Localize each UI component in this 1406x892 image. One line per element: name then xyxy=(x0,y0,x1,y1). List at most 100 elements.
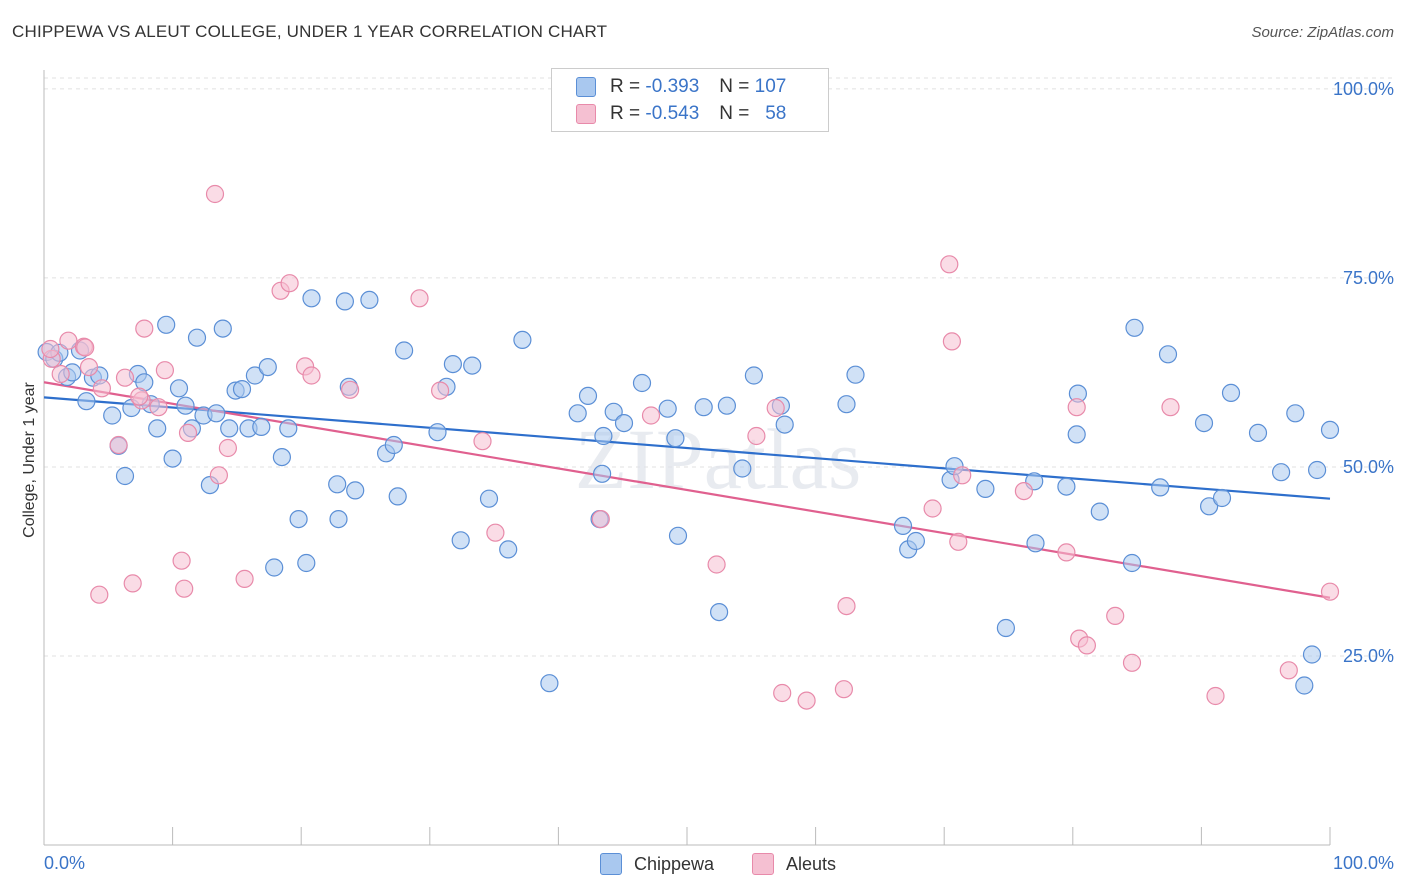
aleuts-point xyxy=(747,426,766,446)
aleuts-point xyxy=(178,423,198,442)
legend-label: Aleuts xyxy=(786,853,837,874)
chippewa-point xyxy=(169,379,189,398)
r-label: R = xyxy=(610,103,641,124)
chippewa-point xyxy=(103,406,122,425)
aleuts-point xyxy=(1279,661,1298,680)
chippewa-point xyxy=(513,330,532,349)
chippewa-point xyxy=(335,292,354,311)
aleuts-point xyxy=(1106,606,1125,626)
x-tick-label: 0.0% xyxy=(44,853,85,873)
correlation-legend: R = -0.393 N = 107 R = -0.543 N = 58 xyxy=(551,68,829,132)
aleuts-point xyxy=(1161,398,1180,417)
aleuts-point xyxy=(953,466,972,485)
aleuts-point xyxy=(235,569,254,589)
chippewa-point xyxy=(499,540,518,559)
chippewa-point xyxy=(733,459,752,478)
aleuts-point xyxy=(92,379,112,398)
chippewa-point xyxy=(604,402,623,421)
aleuts-point xyxy=(218,438,237,458)
aleuts-point xyxy=(172,551,191,570)
n-value: 107 xyxy=(754,76,787,97)
chippewa-point xyxy=(709,602,729,622)
aleuts-swatch xyxy=(752,853,774,875)
chippewa-point xyxy=(220,419,239,438)
aleuts-point xyxy=(209,466,228,485)
chippewa-swatch xyxy=(576,77,596,97)
chippewa-point xyxy=(1151,478,1170,497)
chippewa-point xyxy=(289,509,308,529)
aleuts-point xyxy=(1014,482,1034,501)
chippewa-point xyxy=(443,355,462,374)
x-tick-label: 100.0% xyxy=(1333,853,1394,873)
chippewa-point xyxy=(1307,460,1327,480)
chippewa-point xyxy=(360,290,379,309)
aleuts-point xyxy=(797,691,816,710)
chippewa-point xyxy=(893,516,913,536)
chippewa-point xyxy=(976,479,995,498)
n-label: N = xyxy=(719,76,750,97)
chippewa-point xyxy=(279,419,298,438)
chippewa-point xyxy=(694,398,713,417)
aleuts-point xyxy=(591,509,610,529)
chippewa-point xyxy=(594,426,613,446)
aleuts-point xyxy=(149,398,168,417)
aleuts-point xyxy=(155,361,174,380)
aleuts-point xyxy=(766,398,785,418)
aleuts-point xyxy=(949,532,968,551)
chippewa-point xyxy=(1295,676,1314,695)
chippewa-point xyxy=(252,417,271,436)
chippewa-point xyxy=(213,319,232,338)
aleuts-point xyxy=(473,432,492,451)
aleuts-point xyxy=(205,184,225,204)
chippewa-point xyxy=(265,558,284,577)
chippewa-point xyxy=(187,328,207,347)
legend-row-chippewa: R = -0.393 N = 107 xyxy=(576,74,786,100)
chippewa-point xyxy=(1221,383,1241,402)
chippewa-point xyxy=(148,419,167,438)
trend-lines xyxy=(43,381,1331,599)
aleuts-point xyxy=(837,596,856,616)
chippewa-point xyxy=(463,356,482,375)
aleuts-point xyxy=(1077,636,1097,655)
aleuts-point xyxy=(302,366,321,385)
aleuts-point xyxy=(341,380,360,399)
r-label: R = xyxy=(610,76,641,97)
chippewa-point xyxy=(837,395,856,414)
chippewa-point xyxy=(479,489,499,508)
chippewa-point xyxy=(717,396,737,415)
aleuts-point xyxy=(1206,686,1225,706)
chippewa-point xyxy=(592,464,612,483)
chippewa-point xyxy=(157,315,176,334)
chippewa-point xyxy=(775,415,794,434)
aleuts-point xyxy=(1067,398,1086,417)
aleuts-point xyxy=(1320,582,1340,601)
chippewa-point xyxy=(1158,345,1178,364)
chippewa-point xyxy=(1302,645,1322,664)
chippewa-point xyxy=(1320,420,1340,439)
chippewa-point xyxy=(666,429,685,448)
chippewa-point xyxy=(1194,414,1214,433)
chippewa-point xyxy=(77,392,96,411)
chippewa-point xyxy=(1199,497,1219,516)
chippewa-point xyxy=(395,341,414,360)
chippewa-point xyxy=(451,531,470,550)
chippewa-point xyxy=(846,365,865,384)
chippewa-trend-line xyxy=(43,396,1331,500)
chippewa-point xyxy=(428,423,447,442)
chippewa-point xyxy=(1212,488,1232,508)
chippewa-point xyxy=(1122,553,1142,573)
aleuts-point xyxy=(486,523,505,542)
aleuts-point xyxy=(115,368,135,387)
chippewa-point xyxy=(1248,423,1268,442)
chippewa-point xyxy=(996,618,1016,638)
chippewa-point xyxy=(906,531,926,551)
aleuts-point xyxy=(431,381,450,400)
chippewa-point xyxy=(1090,502,1109,521)
chippewa-swatch xyxy=(600,853,622,875)
aleuts-point xyxy=(175,579,194,598)
aleuts-point xyxy=(41,339,60,359)
r-value: -0.543 xyxy=(645,103,700,124)
chippewa-point xyxy=(568,404,587,423)
chippewa-point xyxy=(540,674,559,693)
aleuts-point xyxy=(76,338,95,357)
